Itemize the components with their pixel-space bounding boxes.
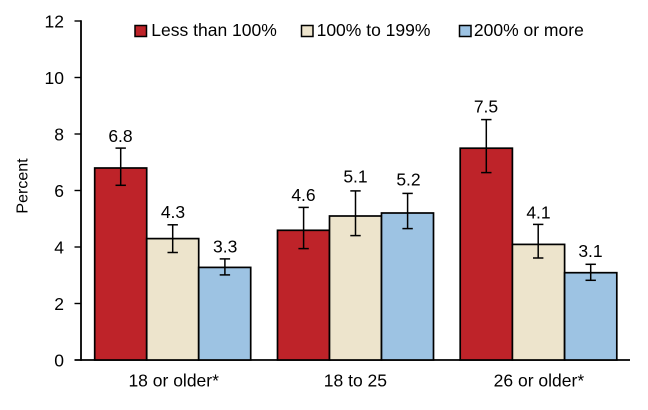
- svg-text:5.1: 5.1: [343, 167, 367, 187]
- svg-text:7.5: 7.5: [474, 96, 498, 116]
- svg-text:2: 2: [54, 294, 64, 314]
- svg-text:6: 6: [54, 181, 64, 201]
- svg-text:Percent: Percent: [15, 158, 32, 214]
- svg-text:18 or older*: 18 or older*: [128, 370, 219, 390]
- svg-text:10: 10: [45, 68, 65, 88]
- svg-text:Less than 100%: Less than 100%: [151, 20, 277, 40]
- svg-text:26 or older*: 26 or older*: [494, 370, 585, 390]
- svg-text:4.6: 4.6: [291, 185, 315, 205]
- svg-text:4: 4: [54, 238, 64, 258]
- svg-text:8: 8: [54, 125, 64, 145]
- svg-text:18 to 25: 18 to 25: [324, 370, 387, 390]
- svg-text:6.8: 6.8: [108, 126, 132, 146]
- svg-text:5.2: 5.2: [396, 169, 420, 189]
- svg-text:3.3: 3.3: [213, 236, 237, 256]
- svg-text:4.1: 4.1: [526, 202, 550, 222]
- svg-text:3.1: 3.1: [578, 241, 602, 261]
- svg-text:100% to 199%: 100% to 199%: [317, 20, 431, 40]
- svg-text:200% or more: 200% or more: [474, 20, 584, 40]
- svg-text:12: 12: [45, 12, 64, 32]
- svg-text:0: 0: [54, 351, 64, 371]
- svg-text:4.3: 4.3: [161, 202, 185, 222]
